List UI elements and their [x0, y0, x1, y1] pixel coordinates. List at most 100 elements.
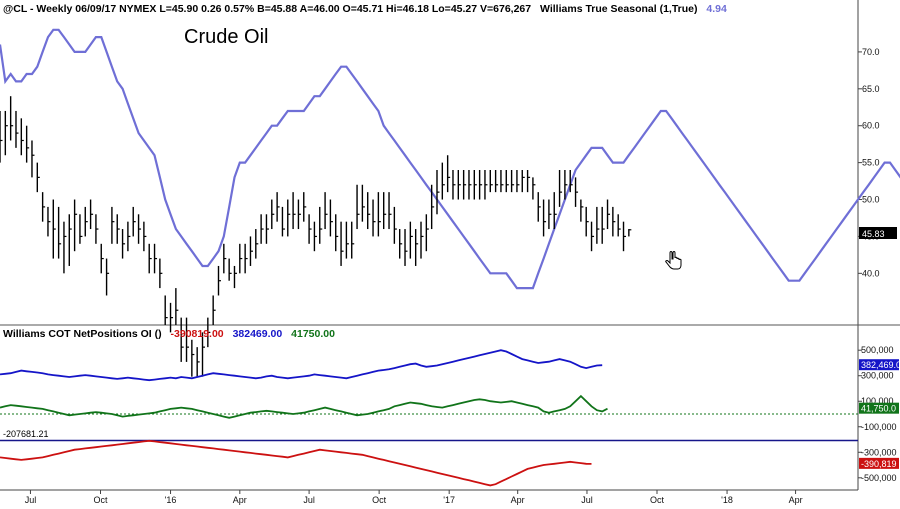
price-bar: [500, 170, 504, 193]
price-bar: [292, 192, 296, 230]
cot-header: Williams COT NetPositions OI () -390819.…: [3, 328, 335, 340]
price-bar: [393, 206, 397, 244]
price-bar: [239, 243, 243, 274]
time-tick-label: Jul: [303, 495, 315, 505]
time-axis-ticks: Jul Oct '16 Apr Jul Oct '17 Apr Jul Oct '18 Apr: [25, 490, 803, 505]
price-bar: [95, 214, 99, 244]
price-bar: [446, 155, 451, 193]
time-tick-label: Oct: [93, 495, 108, 505]
price-bar: [79, 214, 83, 244]
price-bar: [57, 206, 62, 259]
price-bar: [164, 295, 168, 325]
price-bar: [100, 243, 104, 274]
price-bar: [260, 214, 264, 244]
price-bar: [20, 118, 24, 156]
price-bar: [484, 170, 488, 200]
price-bar: [521, 170, 525, 193]
last-price-tag: 45.83: [859, 227, 897, 239]
price-bar: [606, 199, 611, 230]
price-bar: [52, 199, 56, 259]
price-bar: [196, 347, 200, 377]
price-bar: [9, 96, 14, 141]
price-bar: [580, 199, 584, 222]
svg-text:45.83: 45.83: [862, 229, 885, 239]
price-bar: [345, 221, 349, 259]
price-bar: [441, 162, 445, 200]
price-bar: [473, 170, 477, 200]
price-bar: [420, 221, 424, 259]
price-bar: [217, 265, 221, 296]
price-bar: [105, 258, 110, 296]
time-tick-label: Oct: [650, 495, 665, 505]
price-bar: [201, 332, 206, 377]
price-tick-label: 60.0: [862, 121, 880, 131]
cot-small-specs-value: 41750.00: [291, 328, 335, 340]
price-bar: [436, 170, 440, 215]
chart-title: Crude Oil: [184, 26, 268, 48]
time-tick-label: Apr: [233, 495, 247, 505]
price-bar: [468, 170, 472, 200]
price-bar: [414, 229, 419, 266]
price-bar: [622, 221, 627, 252]
price-bar: [191, 339, 195, 377]
price-bar: [628, 229, 632, 237]
price-bar: [111, 206, 115, 244]
cot-small-specs-tag: 41,750.0: [859, 402, 899, 414]
price-bar: [63, 221, 67, 274]
price-bar: [590, 221, 595, 252]
price-bar: [356, 184, 360, 230]
price-bar: [207, 317, 211, 348]
seasonal-line: [0, 28, 900, 290]
price-bar: [569, 170, 573, 193]
cot-commercials-line: [0, 439, 592, 487]
cot-axis-ticks: 500,000 300,000 100,000 -100,000 -300,000 -50…: [858, 345, 897, 483]
price-tick-label: 55.0: [862, 158, 880, 168]
price-bar: [351, 221, 355, 259]
price-bar: [4, 110, 8, 156]
price-bar: [169, 302, 174, 333]
price-bar: [367, 192, 371, 230]
price-bar: [526, 170, 531, 193]
price-bar: [185, 317, 190, 362]
price-bar: [148, 243, 152, 274]
price-bar: [303, 192, 307, 222]
price-bar: [228, 258, 232, 281]
price-bar: [255, 229, 259, 259]
price-bar: [180, 317, 184, 362]
price-bar: [564, 170, 568, 200]
price-bar: [0, 110, 3, 163]
price-bar: [31, 140, 35, 178]
price-bar: [457, 170, 461, 200]
price-bar: [89, 199, 94, 230]
price-bar: [212, 295, 216, 325]
price-bar: [36, 162, 40, 193]
price-bar: [596, 206, 600, 244]
price-bar: [548, 199, 552, 230]
cot-tick-label: 500,000: [861, 345, 894, 355]
price-bar: [121, 229, 126, 259]
price-bar: [478, 170, 483, 200]
time-tick-label: Oct: [372, 495, 387, 505]
price-pane: [0, 0, 900, 491]
price-bar: [153, 243, 158, 274]
time-tick-label: Apr: [511, 495, 525, 505]
price-bar: [175, 288, 179, 325]
price-tick-label: 65.0: [862, 84, 880, 94]
cot-tick-label: -500,000: [861, 473, 897, 483]
price-bar: [585, 206, 589, 237]
price-bar: [398, 229, 403, 259]
svg-text:41,750.0: 41,750.0: [861, 404, 896, 414]
price-bar: [233, 265, 237, 289]
time-tick-label: '16: [165, 495, 177, 505]
price-bar: [324, 192, 328, 230]
price-bar: [425, 214, 429, 252]
price-bar: [612, 206, 616, 237]
price-bar: [313, 221, 317, 252]
price-tick-label: 50.0: [862, 195, 880, 205]
time-tick-label: '17: [443, 495, 455, 505]
price-bar: [532, 177, 536, 200]
price-bar: [271, 199, 275, 230]
price-bar: [388, 192, 392, 230]
cot-tick-label: 100,000: [861, 396, 894, 406]
